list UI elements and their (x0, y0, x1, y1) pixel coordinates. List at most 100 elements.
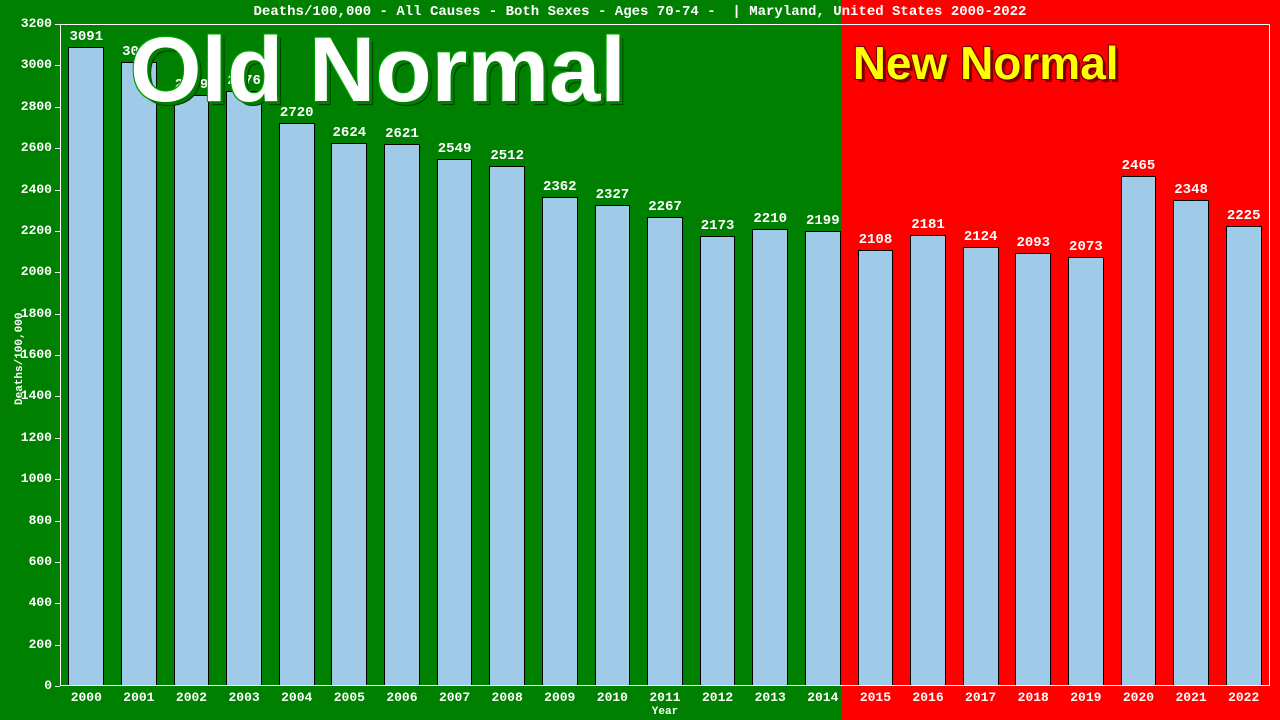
bar-value-label: 2181 (898, 217, 958, 233)
chart-root: Deaths/100,000 - All Causes - Both Sexes… (0, 0, 1280, 720)
overlay-new-normal: New Normal (853, 36, 1119, 90)
y-tick-mark (55, 355, 60, 356)
bar-value-label: 2327 (582, 187, 642, 203)
x-tick-label: 2012 (691, 690, 744, 705)
bar-value-label: 2465 (1108, 158, 1168, 174)
bar (700, 236, 736, 686)
bar (1068, 257, 1104, 686)
y-tick-mark (55, 314, 60, 315)
bar (437, 159, 473, 686)
bar (279, 123, 315, 686)
x-tick-label: 2002 (165, 690, 218, 705)
y-tick-mark (55, 272, 60, 273)
y-tick-label: 2600 (21, 140, 52, 155)
x-tick-label: 2010 (586, 690, 639, 705)
bar-value-label: 2173 (688, 218, 748, 234)
bar (1173, 200, 1209, 686)
y-tick-mark (55, 65, 60, 66)
y-tick-mark (55, 603, 60, 604)
bar (595, 205, 631, 686)
bar-value-label: 2267 (635, 199, 695, 215)
bar (963, 247, 999, 686)
y-tick-mark (55, 438, 60, 439)
y-tick-mark (55, 396, 60, 397)
x-tick-label: 2020 (1112, 690, 1165, 705)
x-tick-label: 2005 (323, 690, 376, 705)
bar-value-label: 2225 (1214, 208, 1274, 224)
x-tick-label: 2011 (639, 690, 692, 705)
bar (1226, 226, 1262, 686)
x-tick-label: 2008 (481, 690, 534, 705)
bar (489, 166, 525, 686)
y-tick-label: 200 (29, 637, 52, 652)
y-tick-label: 1200 (21, 430, 52, 445)
background-right (841, 0, 1280, 720)
y-axis-label: Deaths/100,000 (14, 313, 26, 405)
bar-value-label: 2512 (477, 148, 537, 164)
x-axis-label: Year (60, 706, 1270, 718)
bar-value-label: 2108 (845, 232, 905, 248)
x-tick-label: 2003 (218, 690, 271, 705)
x-tick-label: 2001 (113, 690, 166, 705)
x-tick-label: 2018 (1007, 690, 1060, 705)
bar (174, 95, 210, 686)
y-tick-mark (55, 190, 60, 191)
y-tick-label: 3000 (21, 57, 52, 72)
y-tick-mark (55, 107, 60, 108)
y-tick-mark (55, 562, 60, 563)
bar (1121, 176, 1157, 686)
y-tick-label: 0 (44, 678, 52, 693)
x-tick-label: 2022 (1217, 690, 1270, 705)
y-tick-mark (55, 24, 60, 25)
x-tick-label: 2000 (60, 690, 113, 705)
bar-value-label: 2348 (1161, 182, 1221, 198)
y-tick-mark (55, 686, 60, 687)
bar (542, 197, 578, 686)
bar (331, 143, 367, 686)
bar-value-label: 2199 (793, 213, 853, 229)
x-tick-label: 2017 (954, 690, 1007, 705)
x-tick-label: 2016 (902, 690, 955, 705)
bar (910, 235, 946, 686)
bar-value-label: 2073 (1056, 239, 1116, 255)
bar-value-label: 2624 (319, 125, 379, 141)
bar (226, 91, 262, 686)
y-tick-mark (55, 148, 60, 149)
y-tick-mark (55, 231, 60, 232)
bar (384, 144, 420, 686)
bar-value-label: 2362 (530, 179, 590, 195)
bar (68, 47, 104, 686)
bar-value-label: 2093 (1003, 235, 1063, 251)
bar (647, 217, 683, 686)
bar-value-label: 2549 (425, 141, 485, 157)
y-tick-label: 1000 (21, 471, 52, 486)
y-tick-label: 2000 (21, 264, 52, 279)
bar (121, 62, 157, 686)
y-tick-label: 800 (29, 513, 52, 528)
y-tick-label: 600 (29, 554, 52, 569)
y-tick-mark (55, 521, 60, 522)
y-tick-label: 3200 (21, 16, 52, 31)
bar (805, 231, 841, 686)
x-tick-label: 2013 (744, 690, 797, 705)
y-tick-label: 2400 (21, 182, 52, 197)
bar (858, 250, 894, 686)
y-tick-label: 2800 (21, 99, 52, 114)
bar-value-label: 2124 (951, 229, 1011, 245)
x-tick-label: 2009 (533, 690, 586, 705)
x-tick-label: 2004 (270, 690, 323, 705)
x-tick-label: 2015 (849, 690, 902, 705)
overlay-old-normal: Old Normal (130, 18, 626, 123)
y-tick-label: 400 (29, 595, 52, 610)
bar (1015, 253, 1051, 686)
y-tick-mark (55, 479, 60, 480)
x-tick-label: 2006 (376, 690, 429, 705)
bar (752, 229, 788, 686)
y-tick-label: 2200 (21, 223, 52, 238)
x-tick-label: 2007 (428, 690, 481, 705)
x-tick-label: 2014 (797, 690, 850, 705)
x-tick-label: 2019 (1060, 690, 1113, 705)
x-tick-label: 2021 (1165, 690, 1218, 705)
bar-value-label: 2210 (740, 211, 800, 227)
bar-value-label: 2621 (372, 126, 432, 142)
